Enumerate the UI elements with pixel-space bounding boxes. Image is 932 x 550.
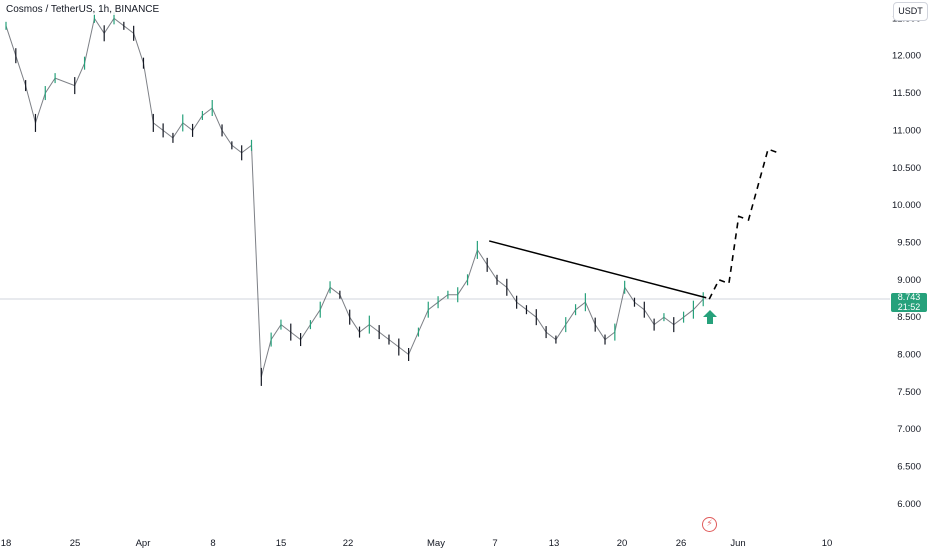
drawings-layer[interactable] [488,148,779,300]
symbol-title[interactable]: Cosmos / TetherUS, 1h, BINANCE [6,4,160,15]
time-tick-label: Jun [730,538,745,549]
current-price-badge: 8.743 21:52 [891,292,927,312]
price-tick-label: 9.000 [897,275,921,286]
price-tick-label: 11.500 [893,88,921,99]
price-tick-label: 10.500 [892,163,921,174]
price-tick-label: 6.500 [897,462,921,473]
time-tick-label: 13 [549,538,560,549]
price-series [5,12,704,386]
time-tick-label: 18 [1,538,12,549]
projection-path [708,148,779,300]
time-tick-label: 8 [210,538,215,549]
time-tick-label: 26 [676,538,687,549]
time-tick-label: 20 [617,538,628,549]
price-tick-label: 8.500 [897,312,921,323]
current-price-value: 8.743 [897,292,921,302]
price-tick-label: 6.000 [897,499,921,510]
time-tick-label: 7 [492,538,497,549]
price-tick-label: 11.000 [893,125,921,136]
price-tick-label: 7.500 [897,387,921,398]
lightning-icon[interactable]: ⚡ [702,517,717,532]
price-line [5,17,704,378]
price-tick-label: 8.000 [897,350,921,361]
currency-button[interactable]: USDT [893,2,928,21]
price-tick-label: 12.000 [892,51,921,62]
time-axis: 18 25 Apr 8 15 22 May 7 13 20 26 Jun 10 [1,538,833,549]
bar-countdown: 21:52 [897,301,921,312]
trendline [488,240,707,299]
time-tick-label: Apr [136,538,151,549]
price-tick-label: 9.500 [897,237,921,248]
time-tick-label: 10 [822,538,833,549]
price-tick-label: 10.000 [892,200,921,211]
time-tick-label: May [427,538,445,549]
up-arrow-icon [703,310,717,324]
time-tick-label: 22 [343,538,354,549]
price-tick-label: 7.000 [897,424,921,435]
time-tick-label: 25 [70,538,81,549]
time-tick-label: 15 [276,538,287,549]
price-axis: 12.50012.00011.50011.00010.50010.0009.50… [892,13,921,510]
